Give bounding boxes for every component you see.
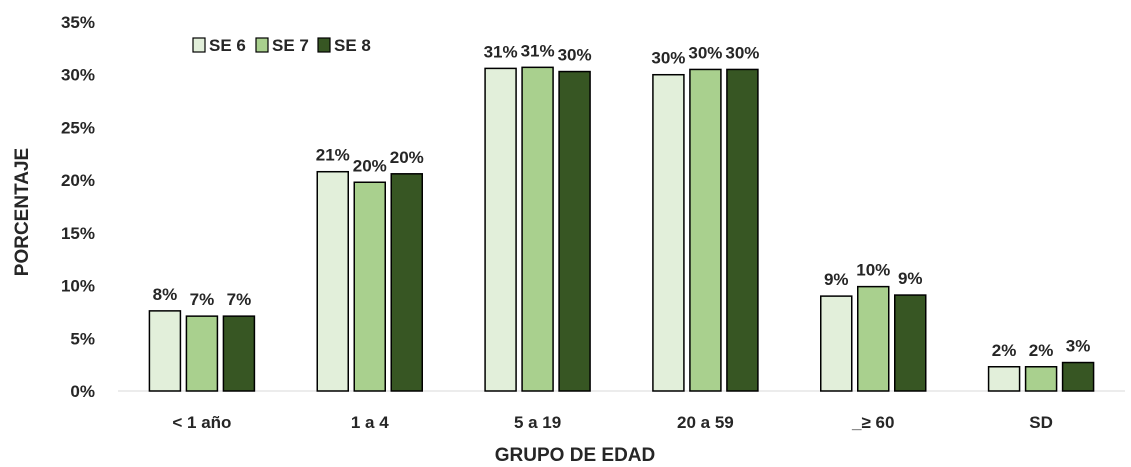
bars (148, 66, 1095, 392)
data-label: 9% (824, 270, 849, 289)
data-label: 10% (856, 261, 890, 280)
y-tick-label: 30% (61, 66, 95, 85)
bar-se-8 (726, 68, 759, 392)
data-label: 9% (898, 269, 923, 288)
y-tick-label: 5% (70, 329, 95, 348)
y-tick-label: 25% (61, 118, 95, 137)
data-label: 31% (521, 41, 555, 60)
x-axis-title: GRUPO DE EDAD (495, 445, 655, 466)
bar-se-7 (857, 285, 890, 392)
bar-se-7 (521, 66, 554, 392)
data-label: 8% (153, 285, 178, 304)
data-label: 21% (316, 146, 350, 165)
x-category-label: 5 a 19 (514, 413, 561, 432)
legend-swatch (192, 37, 206, 53)
y-tick-label: 20% (61, 171, 95, 190)
legend-swatch (317, 37, 331, 53)
y-axis-title: PORCENTAJE (12, 148, 33, 276)
bar-se-8 (558, 70, 591, 392)
bar-se-8 (390, 173, 423, 392)
bar-se-6 (987, 366, 1021, 392)
data-label: 30% (688, 43, 722, 62)
data-label: 3% (1066, 337, 1091, 356)
x-category-label: SD (1029, 413, 1053, 432)
bar-se-6 (652, 73, 685, 392)
bar-se-7 (689, 68, 722, 392)
x-category-label: 20 a 59 (677, 413, 734, 432)
data-label: 7% (190, 290, 215, 309)
data-label: 2% (992, 341, 1017, 360)
bar-se-7 (185, 315, 219, 392)
bar-se-6 (316, 170, 349, 392)
bar-se-6 (148, 310, 182, 392)
x-category-label: 1 a 4 (351, 413, 389, 432)
x-axis-categories: < 1 año 1 a 4 5 a 19 20 a 59 _≥ 60 SD (172, 413, 1053, 432)
y-tick-label: 10% (61, 277, 95, 296)
data-label: 30% (725, 43, 759, 62)
data-label: 30% (651, 49, 685, 68)
data-label: 31% (484, 42, 518, 61)
legend-label: SE 8 (334, 36, 371, 55)
bar-se-6 (820, 295, 853, 392)
data-label: 20% (353, 156, 387, 175)
bar-se-8 (894, 294, 927, 392)
data-label: 7% (227, 290, 252, 309)
bar-se-8 (1061, 361, 1095, 392)
legend-label: SE 7 (272, 36, 309, 55)
y-tick-label: 35% (61, 13, 95, 32)
x-category-label: < 1 año (172, 413, 231, 432)
legend-swatch (255, 37, 269, 53)
bar-se-7 (353, 181, 386, 392)
legend-label: SE 6 (209, 36, 246, 55)
y-tick-label: 0% (70, 382, 95, 401)
bar-se-7 (1024, 366, 1058, 392)
data-label: 30% (558, 46, 592, 65)
data-labels: 8% 7% 7%21%20% 20%31% 31% 30% 30% 30% 30%9% 10% 9%… (153, 41, 1091, 359)
data-label: 20% (390, 148, 424, 167)
bar-se-6 (484, 67, 517, 392)
bar-se-8 (222, 315, 256, 392)
y-axis-ticks: 0% 5% 10% 15% 20% 25% 30% 35% (61, 13, 95, 401)
x-category-label: _≥ 60 (851, 413, 894, 432)
legend: SE 6 SE 7 SE 8 (192, 36, 371, 55)
data-label: 2% (1029, 341, 1054, 360)
y-tick-label: 15% (61, 224, 95, 243)
